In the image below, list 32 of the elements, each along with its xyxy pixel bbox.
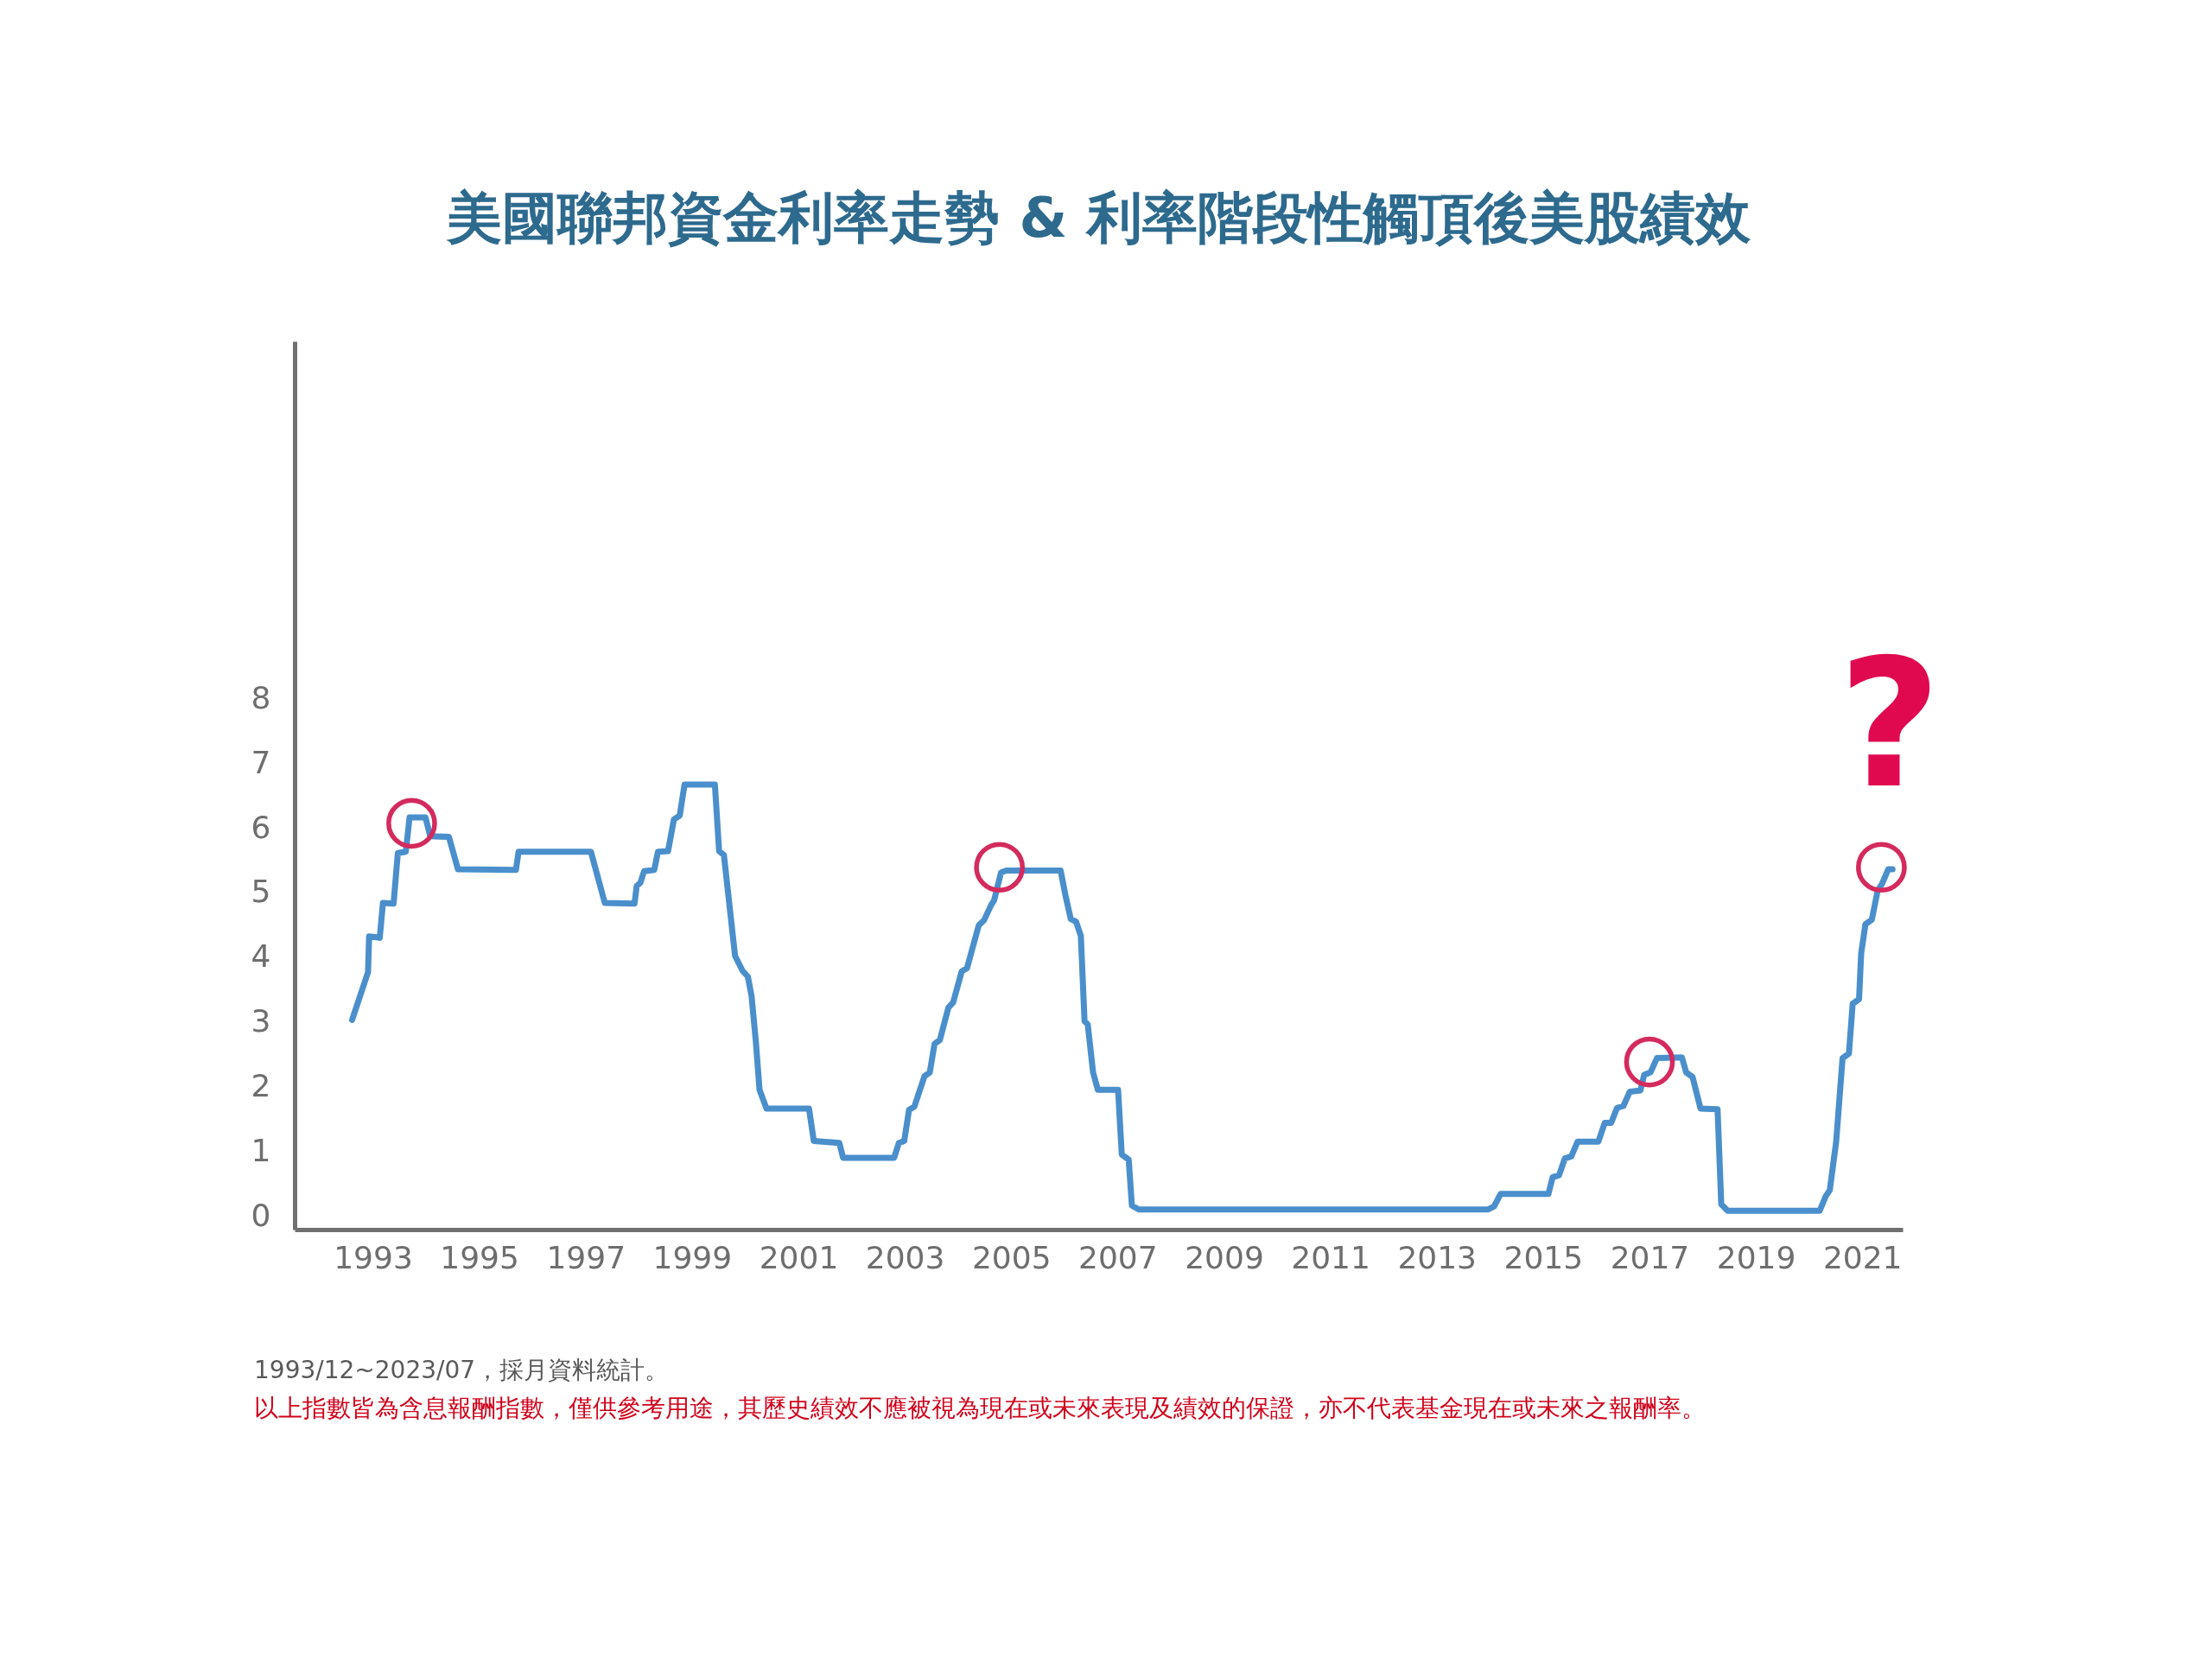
- x-tick-label: 2003: [865, 1239, 945, 1275]
- x-tick-label: 2015: [1503, 1239, 1584, 1275]
- x-tick-label: 2011: [1291, 1239, 1370, 1275]
- chart-title: 美國聯邦資金利率走勢 & 利率階段性觸頂後美股績效: [446, 186, 1751, 250]
- x-tick-label: 2005: [971, 1239, 1052, 1275]
- x-tick-label: 1997: [546, 1239, 626, 1275]
- annotation: ?: [1838, 621, 1942, 827]
- y-tick-label: 5: [251, 874, 271, 910]
- x-tick-label: 2001: [759, 1239, 839, 1275]
- y-tick-label: 2: [251, 1068, 271, 1104]
- x-tick-label: 2017: [1610, 1239, 1690, 1275]
- y-tick-label: 7: [251, 744, 271, 780]
- x-tick-label: 2021: [1822, 1239, 1903, 1275]
- point: [974, 842, 1026, 893]
- x-tick-label: 2007: [1078, 1239, 1158, 1275]
- x-tick-label: 1999: [652, 1239, 733, 1275]
- x-tick-label: 1995: [440, 1239, 519, 1275]
- y-tick-label: 6: [251, 809, 271, 845]
- x-tick-label: 1993: [334, 1239, 413, 1275]
- x-tick-label: 2019: [1716, 1239, 1796, 1275]
- x-tick-label: 2009: [1185, 1239, 1264, 1275]
- text: 以上指數皆為含息報酬指數，僅供參考用途，其歷史績效不應被視為現在或未來表現及績效的保證，亦不代表基金現在或未來之報酬率。: [254, 1394, 1706, 1422]
- y-tick-label: 8: [251, 679, 271, 715]
- text: 1993/12~2023/07，採月資料統計。: [254, 1356, 670, 1384]
- y-tick-label: 1: [251, 1132, 271, 1168]
- point: [1624, 1036, 1675, 1088]
- point: [1856, 842, 1907, 893]
- y-tick-label: 0: [251, 1197, 271, 1233]
- y-tick-label: 3: [251, 1003, 271, 1039]
- y-tick-label: 4: [251, 938, 271, 975]
- point: [386, 798, 437, 849]
- x-tick-label: 2013: [1397, 1239, 1478, 1275]
